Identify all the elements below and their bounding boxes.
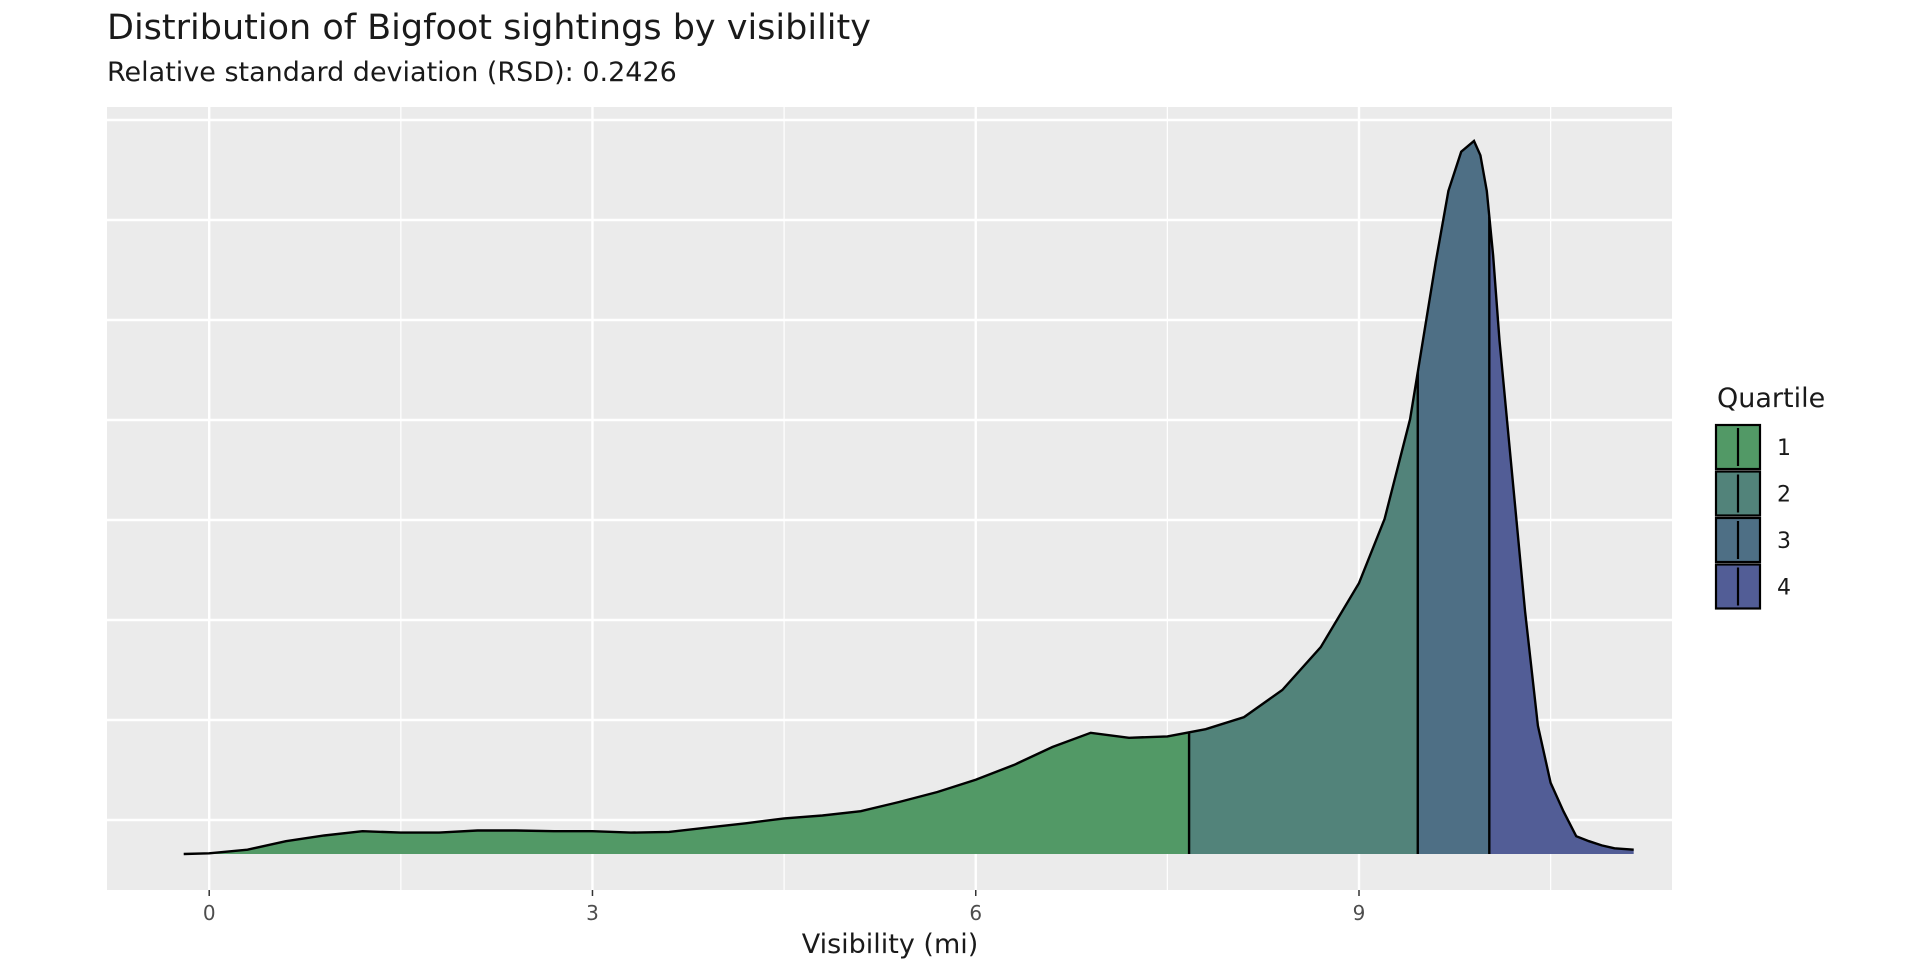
- x-axis-title: Visibility (mi): [802, 929, 979, 960]
- x-tick-label: 9: [1353, 901, 1366, 925]
- legend-title: Quartile: [1717, 383, 1825, 414]
- legend-label-1: 1: [1777, 436, 1791, 461]
- quartile-areas: [183, 139, 1634, 856]
- x-tick-label: 0: [203, 901, 216, 925]
- quartile-3-area: [1417, 141, 1490, 854]
- legend-label-3: 3: [1777, 529, 1791, 554]
- x-tick-label: 3: [586, 901, 599, 925]
- x-axis-ticks: 0 3 6 9: [203, 890, 1366, 925]
- legend: Quartile 1 2 3 4: [1714, 383, 1825, 610]
- quartile-2-area: [1189, 372, 1418, 854]
- legend-label-4: 4: [1777, 576, 1791, 601]
- quartile-1-area: [183, 732, 1190, 854]
- chart-subtitle: Relative standard deviation (RSD): 0.242…: [107, 57, 677, 88]
- density-outline: [183, 139, 1634, 856]
- chart-title: Distribution of Bigfoot sightings by vis…: [107, 8, 871, 48]
- x-tick-label: 6: [969, 901, 982, 925]
- legend-label-2: 2: [1777, 483, 1791, 508]
- quartile-4-area: [1489, 216, 1634, 855]
